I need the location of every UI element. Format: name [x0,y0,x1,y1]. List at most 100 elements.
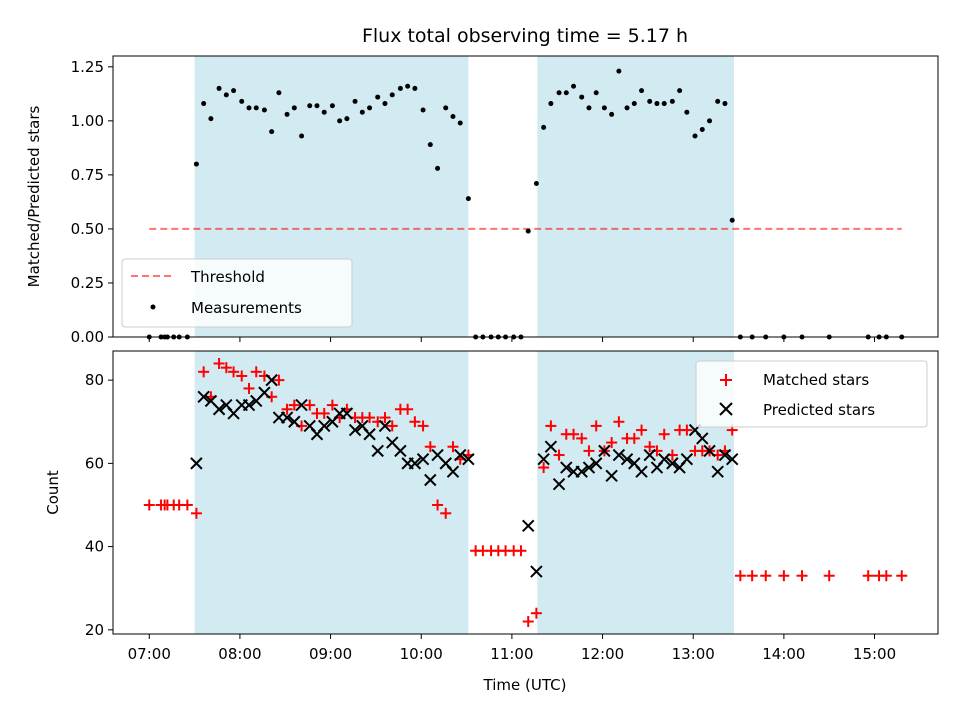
matched-star-marker [823,570,835,582]
matched-star-marker [515,545,527,557]
measurement-point [563,90,569,96]
measurement-point [669,98,675,104]
measurement-point [367,105,373,111]
predicted-star-marker [265,373,278,387]
predicted-star-marker [605,469,618,483]
measurement-point [344,116,350,122]
matched-star-marker [530,607,542,619]
predicted-star-marker [363,428,376,441]
measurement-point [677,88,683,94]
xtick-label: 09:00 [309,645,352,663]
matched-star-marker [644,441,656,453]
predicted-star-marker [658,452,671,466]
predicted-star-marker [318,419,331,433]
top-ytick-label: 1.25 [71,58,104,76]
measurement-point [692,133,698,139]
top-y-axis-ticks: 0.00 0.25 0.50 0.75 1.00 1.25 [71,58,113,346]
xtick-label: 15:00 [853,645,896,663]
matched-star-marker [220,362,232,374]
predicted-star-marker [378,419,392,433]
measurement-point [624,105,630,111]
predicted-star-marker [703,444,716,458]
matched-star-marker [734,570,746,582]
bottom-ytick-label: 60 [85,454,104,472]
predicted-star-marker [620,452,634,466]
measurement-point [382,101,388,107]
predicted-star-marker [258,386,271,399]
bottom-ytick-label: 20 [85,621,104,639]
legend-matched-swatch [720,374,732,386]
bottom-x-axis-ticks: 07:00 08:00 09:00 10:00 11:00 12:00 13:00 14:00… [128,634,896,663]
bottom-legend-box [695,360,928,428]
predicted-star-marker [280,411,294,424]
matched-star-marker [681,424,693,436]
measurement-point [412,85,418,91]
predicted-star-marker [348,423,362,437]
matched-star-marker [190,507,202,519]
matched-star-marker [379,412,391,424]
measurement-point [443,105,449,111]
measurement-point [276,90,282,96]
predicted-star-marker [680,452,694,466]
measurement-point [465,196,471,202]
measurement-point [246,105,252,111]
bottom-y-axis-label: Count [44,470,62,515]
predicted-star-marker [590,457,603,470]
xtick-label: 08:00 [218,645,261,663]
xtick-label: 10:00 [400,645,443,663]
legend-measurements-label: Measurements [191,299,302,317]
predicted-star-marker [711,465,724,478]
legend-matched-label: Matched stars [763,371,869,389]
measurement-point [450,114,456,120]
measurement-point [579,94,585,100]
measurement-point [359,109,365,115]
measurement-point [533,181,539,187]
bottom-ytick-label: 40 [85,538,104,556]
measurement-point [427,142,433,148]
top-legend: Threshold Measurements [121,258,353,328]
predicted-star-marker [582,461,596,474]
xtick-label: 13:00 [672,645,715,663]
measurement-point [193,161,199,167]
legend-measurements-swatch [150,304,156,310]
x-axis-label: Time (UTC) [483,676,567,694]
predicted-star-marker [598,444,611,458]
measurement-point [291,105,297,111]
matched-star-marker [447,441,459,453]
predicted-star-marker [197,390,210,403]
predicted-star-marker [643,448,656,462]
bottom-y-axis-ticks: 20 40 60 80 [85,371,113,639]
measurement-point [208,116,214,122]
measurement-points [146,68,905,340]
matched-star-marker [590,420,602,432]
measurement-point [337,118,343,124]
measurement-point [715,98,721,104]
matched-star-marker [760,570,772,582]
matched-star-marker [409,416,421,428]
top-ytick-label: 0.25 [71,274,104,292]
matched-star-marker [228,366,240,378]
top-ytick-label: 1.00 [71,112,104,130]
bottom-legend: Matched stars Predicted stars [695,360,928,428]
measurement-point [284,111,290,117]
top-x-axis-ticks [148,337,876,342]
predicted-star-marker [537,452,550,466]
predicted-star-marker [212,403,226,416]
measurement-point [389,92,395,98]
measurement-point [457,120,463,126]
matched-star-marker [583,445,595,457]
measurement-point [601,105,607,111]
measurement-point [307,103,313,109]
xtick-label: 12:00 [581,645,624,663]
matched-star-marker [522,616,534,628]
legend-predicted-label: Predicted stars [763,401,875,419]
matched-star-marker [326,399,338,411]
legend-threshold-label: Threshold [190,268,265,286]
matched-star-marker [304,399,316,411]
predicted-star-marker [446,465,460,478]
matched-star-marker [778,570,790,582]
predicted-star-marker [340,407,354,420]
chart-title: Flux total observing time = 5.17 h [362,25,688,47]
predicted-star-marker [560,461,573,474]
measurement-point [420,107,426,113]
